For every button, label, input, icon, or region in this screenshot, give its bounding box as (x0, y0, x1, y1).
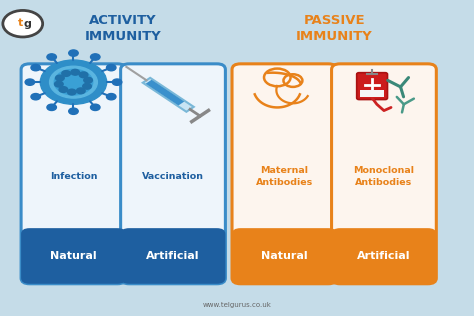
Bar (30, 234, 117, 258)
Circle shape (59, 87, 68, 92)
Circle shape (107, 64, 116, 71)
FancyBboxPatch shape (331, 228, 436, 284)
Text: www.telgurus.co.uk: www.telgurus.co.uk (202, 302, 272, 308)
FancyBboxPatch shape (356, 73, 388, 100)
Circle shape (4, 11, 42, 36)
Text: Infection: Infection (50, 172, 97, 181)
FancyBboxPatch shape (120, 64, 225, 284)
Polygon shape (143, 78, 194, 112)
Bar (129, 234, 217, 258)
Circle shape (47, 54, 56, 60)
Circle shape (91, 54, 100, 60)
Circle shape (71, 70, 80, 75)
FancyBboxPatch shape (21, 228, 126, 284)
Circle shape (69, 50, 78, 56)
FancyBboxPatch shape (232, 228, 337, 284)
Polygon shape (146, 80, 184, 106)
Circle shape (83, 83, 91, 89)
Circle shape (69, 108, 78, 114)
Text: Natural: Natural (50, 251, 97, 261)
Circle shape (40, 60, 107, 104)
Text: ACTIVITY
IMMUNITY: ACTIVITY IMMUNITY (85, 14, 162, 43)
FancyBboxPatch shape (21, 64, 126, 284)
Circle shape (55, 75, 64, 81)
Bar (340, 234, 428, 258)
Text: t: t (18, 18, 24, 28)
Circle shape (91, 104, 100, 111)
Text: Vaccination: Vaccination (142, 172, 204, 181)
Text: Natural: Natural (261, 251, 308, 261)
Text: Maternal
Antibodies: Maternal Antibodies (256, 166, 313, 187)
FancyBboxPatch shape (331, 64, 436, 284)
Circle shape (79, 72, 88, 78)
Circle shape (54, 69, 93, 95)
Circle shape (47, 104, 56, 111)
Bar (360, 90, 384, 97)
Text: Monoclonal
Antibodies: Monoclonal Antibodies (354, 166, 414, 187)
FancyBboxPatch shape (232, 64, 337, 284)
FancyBboxPatch shape (120, 228, 225, 284)
Circle shape (112, 79, 122, 85)
Text: Artificial: Artificial (357, 251, 410, 261)
Circle shape (62, 70, 71, 76)
Circle shape (76, 88, 85, 94)
Circle shape (25, 79, 35, 85)
Bar (240, 234, 328, 258)
Circle shape (67, 89, 76, 95)
Circle shape (107, 94, 116, 100)
Circle shape (31, 94, 40, 100)
Circle shape (55, 81, 63, 87)
Text: g: g (24, 19, 31, 29)
Text: PASSIVE
IMMUNITY: PASSIVE IMMUNITY (296, 14, 373, 43)
Circle shape (50, 66, 97, 98)
Circle shape (31, 64, 40, 71)
Circle shape (84, 77, 92, 83)
Text: Artificial: Artificial (146, 251, 200, 261)
